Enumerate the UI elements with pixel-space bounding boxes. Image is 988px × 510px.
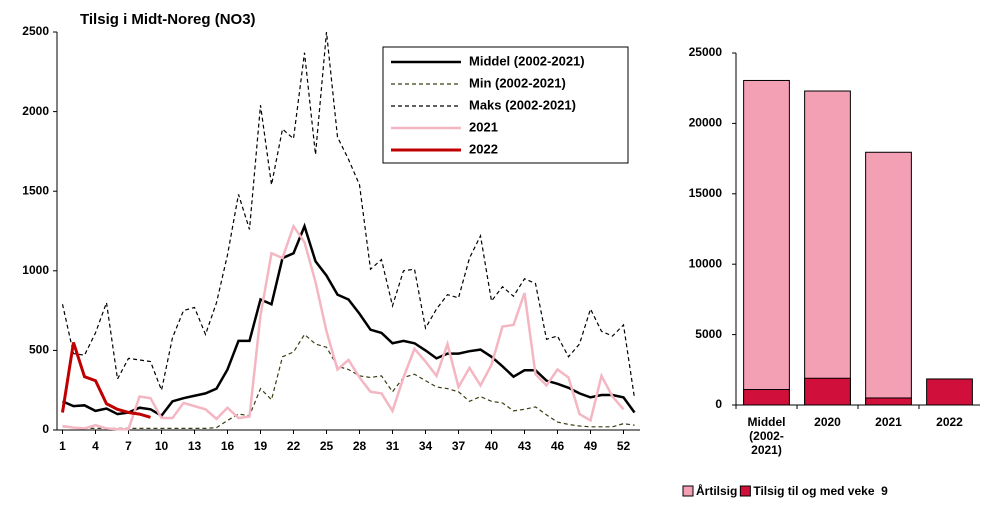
x-tick-label: 46 [551, 439, 565, 453]
x-tick-label: 31 [386, 439, 400, 453]
x-tick-label: 28 [353, 439, 367, 453]
x-tick-label: 2021 [875, 415, 902, 429]
bar [926, 378, 973, 406]
legend-label: 2021 [469, 119, 498, 134]
x-tick-label: 22 [287, 439, 301, 453]
y-tick-label: 25000 [689, 45, 723, 59]
y-tick-label: 1000 [22, 263, 49, 277]
y-tick-label: 10000 [689, 256, 723, 270]
x-tick-label: 16 [221, 439, 235, 453]
bar [865, 397, 912, 406]
x-tick-label: 37 [452, 439, 466, 453]
legend-label: Tilsig til og med veke 9 [753, 484, 888, 498]
legend-label: Årtilsig [696, 483, 737, 498]
x-tick-label: Middel (2002-2021) [747, 415, 786, 457]
legend-swatch [682, 485, 694, 497]
series-line [62, 222, 636, 418]
bar [865, 151, 912, 406]
chart-title: Tilsig i Midt-Noreg (NO3) [80, 11, 256, 28]
x-tick-label: 34 [419, 439, 433, 453]
y-tick-label: 0 [715, 397, 722, 411]
legend-label: Min (2002-2021) [469, 75, 566, 90]
x-tick-label: 10 [155, 439, 169, 453]
bar [804, 90, 851, 406]
x-tick-label: 2020 [814, 415, 841, 429]
legend-label: Middel (2002-2021) [469, 53, 585, 68]
x-tick-label: 25 [320, 439, 334, 453]
series-line [61, 31, 636, 399]
x-tick-label: 4 [92, 439, 99, 453]
x-tick-label: 43 [518, 439, 532, 453]
x-tick-label: 13 [188, 439, 202, 453]
y-tick-label: 1500 [22, 183, 49, 197]
y-tick-label: 500 [29, 343, 49, 357]
bar [743, 79, 790, 406]
legend-label: Maks (2002-2021) [469, 97, 576, 112]
x-tick-label: 40 [485, 439, 499, 453]
x-tick-label: 1 [59, 439, 66, 453]
series-line [62, 223, 625, 431]
y-tick-label: 15000 [689, 186, 723, 200]
x-tick-label: 52 [617, 439, 631, 453]
y-tick-label: 2500 [22, 24, 49, 38]
x-tick-label: 49 [584, 439, 598, 453]
bar [804, 377, 851, 406]
bar [743, 389, 790, 406]
series-line [61, 341, 151, 419]
series-line [62, 333, 635, 430]
y-tick-label: 2000 [22, 104, 49, 118]
legend-swatch [739, 485, 751, 497]
legend-label: 2022 [469, 141, 498, 156]
y-tick-label: 5000 [695, 327, 722, 341]
x-tick-label: 7 [125, 439, 132, 453]
legend-box [382, 46, 629, 164]
y-tick-label: 0 [42, 422, 49, 436]
y-tick-label: 20000 [689, 116, 723, 130]
x-tick-label: 19 [254, 439, 268, 453]
x-tick-label: 2022 [936, 415, 963, 429]
